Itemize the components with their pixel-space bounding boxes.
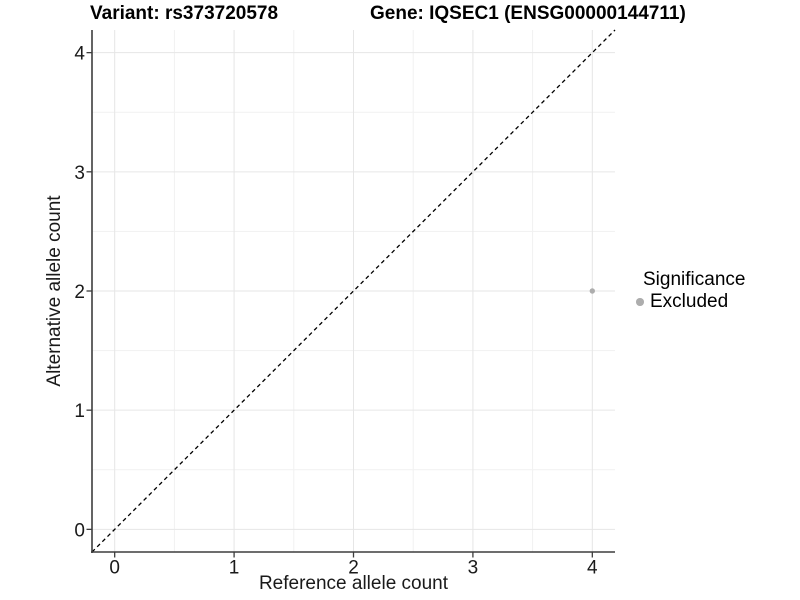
legend-item-label: Excluded (650, 291, 729, 312)
y-tick-label: 1 (74, 401, 85, 422)
y-tick-label: 3 (74, 163, 85, 184)
legend-title: Significance (643, 269, 746, 290)
x-tick-label: 4 (587, 558, 598, 579)
gene-title: Gene: IQSEC1 (ENSG00000144711) (370, 3, 686, 24)
legend-point-icon (636, 298, 644, 306)
y-tick-label: 4 (74, 44, 85, 65)
x-tick-label: 1 (229, 558, 240, 579)
x-axis-title: Reference allele count (258, 573, 449, 594)
y-tick-label: 0 (74, 520, 85, 541)
y-tick-label: 2 (74, 282, 85, 303)
legend-item-excluded: Excluded (631, 291, 745, 313)
variant-title: Variant: rs373720578 (90, 3, 279, 24)
x-tick-label: 3 (468, 558, 479, 579)
y-axis-title: Alternative allele count (44, 195, 65, 387)
data-point (589, 288, 596, 294)
identity-line (91, 29, 616, 553)
x-tick-label: 2 (348, 558, 359, 579)
x-tick-label: 0 (109, 558, 120, 579)
legend: Significance Excluded (631, 269, 745, 313)
legend-key (631, 293, 649, 311)
